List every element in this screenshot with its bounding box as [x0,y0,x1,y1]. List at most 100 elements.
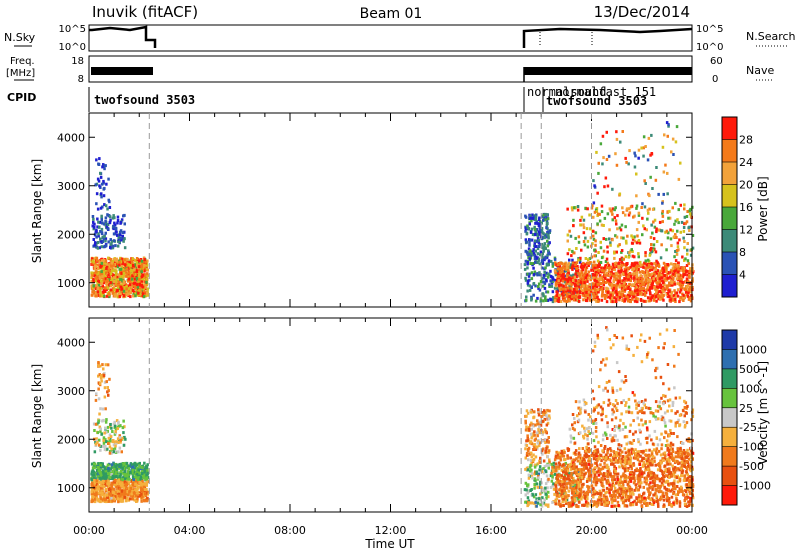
echo-cell [685,264,689,267]
echo-cell [603,294,606,298]
echo-cell [570,266,574,270]
echo-cell [117,483,121,487]
echo-cell [114,282,117,286]
echo-cell [525,240,528,244]
echo-cell [536,419,539,423]
echo-cell [586,276,590,280]
echo-cell [124,492,127,496]
echo-cell [566,273,569,277]
echo-cell [592,201,596,205]
echo-cell [120,271,123,275]
echo-cell [574,272,577,276]
echo-cell [120,489,124,493]
echo-cell [652,220,655,224]
echo-cell [143,283,146,287]
echo-cell [556,267,560,271]
echo-cell [559,300,563,303]
echo-cell [538,242,541,246]
echo-cell [663,133,666,137]
echo-cell [622,257,625,261]
echo-cell [665,121,669,125]
echo-cell [634,291,638,295]
echo-cell [526,289,529,293]
echo-cell [531,459,535,463]
echo-cell [528,243,531,247]
echo-cell [616,244,620,248]
echo-cell [564,283,568,287]
echo-cell [107,227,110,231]
echo-cell [605,286,608,290]
echo-cell [105,430,108,434]
echo-cell [606,212,610,216]
echo-cell [664,265,667,269]
echo-cell [592,282,595,286]
echo-cell [683,222,686,226]
echo-cell [574,284,577,288]
echo-cell [650,268,654,272]
echo-cell [655,240,659,243]
echo-cell [679,277,683,281]
echo-cell [107,440,110,444]
echo-cell [97,387,100,391]
echo-cell [116,285,120,289]
echo-cell [539,492,542,496]
power-data-layer [90,121,695,304]
echo-cell [111,244,115,248]
echo-cell [131,274,134,278]
echo-cell [125,268,129,271]
echo-cell [691,268,694,272]
echo-cell [592,234,595,238]
echo-cell [524,276,527,280]
echo-cell [109,487,112,491]
nsky-label: N.Sky [4,31,36,44]
echo-cell [539,273,542,277]
echo-cell [113,294,117,298]
echo-cell [112,232,116,236]
echo-cell [609,291,613,295]
echo-cell [100,214,103,218]
echo-cell [536,501,540,505]
echo-cell [556,483,559,487]
echo-cell [144,483,147,487]
echo-cell [133,277,137,281]
beam-title: Beam 01 [360,6,423,22]
echo-cell [585,290,588,294]
echo-cell [551,465,554,469]
echo-cell [652,237,656,241]
echo-cell [524,214,527,218]
echo-cell [650,152,654,156]
echo-cell [536,434,539,438]
echo-cell [136,476,139,480]
echo-cell [143,258,146,262]
echo-cell [123,477,126,481]
echo-cell [540,504,544,508]
echo-cell [541,236,544,240]
echo-cell [135,265,138,269]
echo-cell [596,282,599,286]
echo-cell [544,212,547,216]
echo-cell [648,194,651,198]
echo-cell [637,280,640,284]
echo-cell [592,294,595,298]
echo-cell [91,224,94,228]
echo-cell [543,438,547,441]
echo-cell [623,267,627,271]
echo-cell [99,206,103,210]
echo-cell [633,239,637,243]
echo-cell [655,271,658,275]
echo-cell [600,210,604,214]
echo-cell [628,300,632,303]
echo-cell [100,464,104,468]
echo-cell [683,246,686,250]
echo-cell [633,499,636,503]
echo-cell [657,294,661,298]
echo-cell [627,294,630,297]
echo-cell [613,478,616,482]
echo-cell [649,248,652,252]
echo-cell [618,298,621,302]
echo-cell [626,284,629,288]
echo-cell [561,277,564,281]
echo-cell [127,271,131,275]
echo-cell [691,234,695,237]
echo-cell [121,436,124,440]
